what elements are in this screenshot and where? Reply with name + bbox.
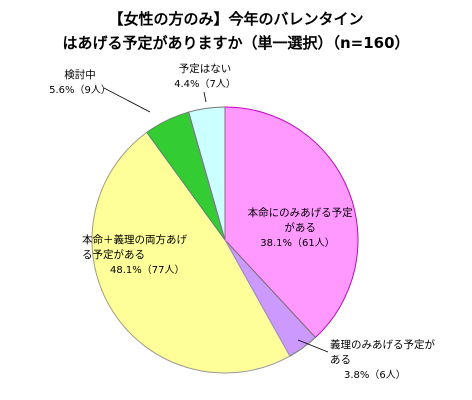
- value-label: 38.1%（61人）: [260, 238, 335, 249]
- category-label: 本命にのみあげる予定がある: [247, 207, 353, 234]
- chart-title: 【女性の方のみ】今年のバレンタイン: [108, 10, 364, 28]
- slice-label: 本命にのみあげる予定がある 38.1%（61人）: [245, 206, 355, 251]
- category-label: 検討中: [64, 69, 96, 81]
- pie-slice: [224, 106, 359, 339]
- slice-label: 義理のみあげる予定がある 3.8%（6人）: [330, 338, 449, 383]
- slice-label: 予定はない 4.4%（7人）: [160, 62, 250, 92]
- value-label: 5.6%（9人）: [49, 85, 111, 96]
- value-label: 3.8%（6人）: [344, 370, 406, 381]
- slice-label: 検討中 5.6%（9人）: [40, 68, 120, 98]
- slice-label: 本命＋義理の両方あげる予定がある 48.1%（77人）: [82, 233, 215, 278]
- category-label: 予定はない: [178, 63, 232, 75]
- leader-line: [103, 87, 151, 113]
- value-label: 4.4%（7人）: [174, 79, 236, 90]
- pie-slice: [188, 106, 226, 241]
- chart-title: はあげる予定がありますか（単一選択）（n=160）: [62, 34, 410, 52]
- leader-line: [297, 339, 329, 353]
- category-label: 義理のみあげる予定がある: [330, 339, 435, 366]
- category-label: 本命＋義理の両方あげる予定がある: [82, 234, 187, 261]
- value-label: 48.1%（77人）: [110, 265, 185, 276]
- pie-slice: [91, 131, 291, 374]
- leader-line: [203, 91, 207, 103]
